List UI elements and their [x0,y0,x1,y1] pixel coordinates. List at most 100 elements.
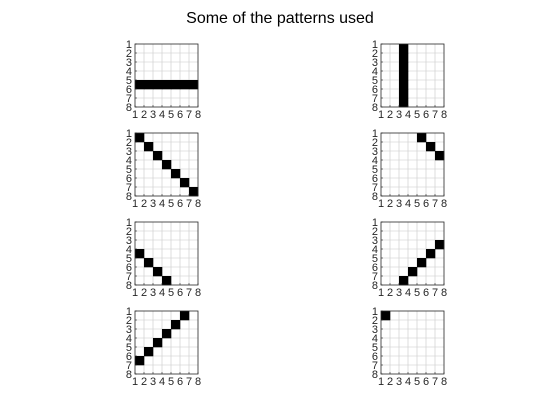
y-tick-label: 8 [372,369,378,381]
x-tick-label: 3 [150,109,156,121]
x-tick-label: 1 [378,109,384,121]
x-tick-label: 6 [177,198,183,210]
x-tick-label: 2 [141,109,147,121]
x-tick-label: 2 [387,198,393,210]
y-tick-label: 6 [126,84,132,96]
x-tick-label: 7 [432,287,438,299]
filled-cell [399,276,409,286]
filled-cell [162,276,172,286]
x-tick-label: 4 [405,376,411,388]
x-tick-label: 7 [432,376,438,388]
filled-cell [417,258,427,268]
x-tick-label: 5 [414,376,420,388]
filled-cell [162,80,172,90]
figure-title: Some of the patterns used [186,10,374,27]
y-tick-label: 2 [126,315,132,327]
y-tick-label: 5 [372,164,378,176]
filled-cell [180,178,190,188]
y-tick-label: 6 [126,173,132,185]
plot-background [135,311,198,374]
filled-cell [399,44,409,54]
x-tick-label: 8 [195,198,201,210]
x-tick-label: 6 [423,109,429,121]
y-tick-label: 5 [126,342,132,354]
filled-cell [144,347,154,357]
plot-background [135,222,198,285]
filled-cell [180,311,190,321]
x-tick-label: 2 [387,376,393,388]
filled-cell [135,80,145,90]
y-tick-label: 5 [372,75,378,87]
plot-border [134,221,199,286]
x-tick-label: 6 [177,376,183,388]
y-tick-label: 7 [126,271,132,283]
filled-cell [408,267,418,277]
y-tick-label: 2 [126,48,132,60]
x-tick-label: 8 [195,376,201,388]
filled-cell [189,80,199,90]
filled-cell [162,329,172,339]
x-tick-label: 2 [387,109,393,121]
x-tick-label: 1 [378,287,384,299]
y-tick-label: 7 [126,182,132,194]
x-tick-label: 7 [432,198,438,210]
x-tick-label: 3 [150,198,156,210]
y-tick-label: 7 [372,93,378,105]
filled-cell [399,98,409,108]
x-tick-label: 7 [186,287,192,299]
y-tick-label: 1 [372,217,378,229]
x-tick-label: 4 [405,198,411,210]
filled-cell [153,267,163,277]
x-tick-label: 1 [132,376,138,388]
y-tick-label: 5 [372,342,378,354]
y-tick-label: 7 [126,93,132,105]
y-tick-label: 6 [372,84,378,96]
x-tick-label: 6 [423,287,429,299]
filled-cell [399,53,409,63]
y-tick-label: 4 [372,155,378,167]
x-tick-label: 4 [405,109,411,121]
x-tick-label: 7 [186,376,192,388]
x-tick-label: 8 [441,198,447,210]
y-tick-label: 6 [126,262,132,274]
x-tick-label: 4 [159,287,165,299]
x-tick-label: 5 [168,109,174,121]
y-tick-label: 3 [126,324,132,336]
y-tick-label: 3 [372,146,378,158]
x-tick-label: 3 [396,376,402,388]
filled-cell [135,133,145,143]
x-tick-label: 8 [441,109,447,121]
y-tick-label: 8 [126,102,132,114]
filled-cell [417,133,427,143]
plot-border [134,310,199,375]
y-tick-label: 1 [372,128,378,140]
y-tick-label: 7 [126,360,132,372]
y-tick-label: 7 [372,360,378,372]
y-tick-label: 6 [126,351,132,363]
x-tick-label: 2 [387,287,393,299]
x-tick-label: 3 [150,287,156,299]
x-tick-label: 1 [132,198,138,210]
y-tick-label: 3 [126,57,132,69]
filled-cell [153,151,163,161]
x-tick-label: 3 [396,109,402,121]
x-tick-label: 5 [168,376,174,388]
filled-cell [180,80,190,90]
x-tick-label: 8 [195,287,201,299]
filled-cell [162,160,172,170]
x-tick-label: 4 [159,109,165,121]
x-tick-label: 2 [141,287,147,299]
y-tick-label: 3 [372,324,378,336]
y-tick-label: 6 [372,173,378,185]
filled-cell [435,240,445,250]
x-tick-label: 5 [414,287,420,299]
filled-cell [171,169,181,179]
y-tick-label: 3 [126,235,132,247]
filled-cell [171,320,181,330]
x-tick-label: 7 [186,198,192,210]
